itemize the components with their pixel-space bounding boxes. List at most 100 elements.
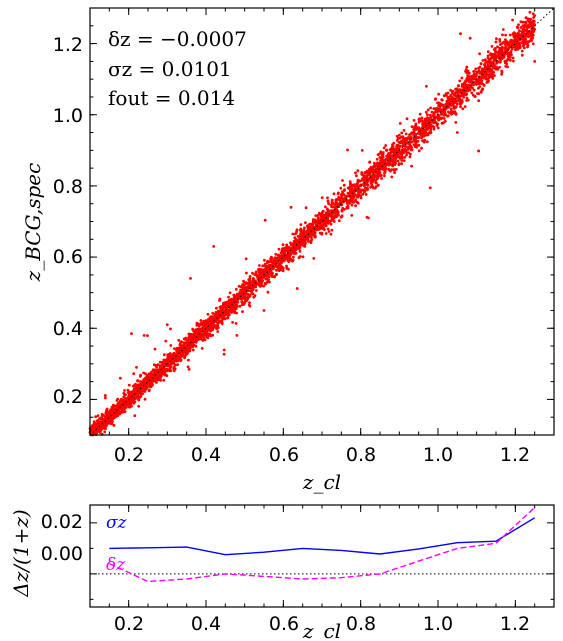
scatter-point	[137, 404, 141, 408]
scatter-point	[311, 219, 315, 223]
scatter-point	[150, 383, 154, 387]
residual-x-tick-labels: 0.2 0.4 0.6 0.8 1.0 1.2	[114, 613, 530, 635]
scatter-point	[228, 291, 232, 295]
scatter-point	[447, 97, 451, 101]
scatter-point	[388, 148, 392, 152]
scatter-point	[360, 171, 364, 174]
scatter-point	[351, 200, 355, 204]
scatter-point	[163, 370, 167, 374]
scatter-point	[158, 360, 162, 364]
scatter-point	[314, 214, 318, 218]
scatter-point	[242, 284, 246, 288]
scatter-point	[285, 243, 289, 247]
scatter-point	[340, 196, 343, 200]
scatter-point	[133, 387, 137, 391]
scatter-point	[351, 194, 355, 197]
scatter-point	[357, 191, 360, 195]
scatter-point	[205, 332, 208, 335]
scatter-point	[337, 213, 340, 217]
scatter-point	[127, 403, 131, 407]
scatter-point	[459, 32, 462, 36]
scatter-point	[350, 203, 354, 207]
scatter-point	[207, 317, 211, 321]
scatter-point	[397, 133, 401, 137]
scatter-y-tick-label: 0.4	[53, 318, 83, 340]
scatter-point	[345, 194, 349, 198]
scatter-point	[286, 250, 289, 253]
scatter-point	[324, 222, 327, 226]
scatter-point	[475, 83, 478, 86]
scatter-point	[238, 304, 242, 308]
scatter-point	[116, 397, 120, 401]
scatter-point	[452, 105, 456, 109]
scatter-point	[234, 303, 238, 307]
scatter-point	[426, 108, 430, 112]
scatter-point	[350, 197, 354, 201]
scatter-point	[231, 321, 235, 324]
scatter-point	[266, 274, 270, 278]
scatter-point	[403, 155, 407, 159]
scatter-point	[471, 93, 475, 97]
scatter-point	[229, 299, 233, 302]
scatter-point	[530, 34, 534, 37]
scatter-point	[411, 131, 415, 135]
scatter-point	[504, 45, 508, 49]
scatter-point	[261, 264, 265, 268]
scatter-point	[321, 210, 324, 214]
scatter-point	[339, 186, 343, 190]
scatter-point	[143, 379, 146, 382]
scatter-point	[478, 81, 482, 84]
scatter-point	[297, 247, 301, 251]
scatter-point	[189, 277, 192, 280]
scatter-point	[428, 119, 432, 122]
scatter-point	[361, 192, 365, 196]
scatter-point	[120, 403, 124, 407]
scatter-point	[418, 117, 421, 121]
scatter-point	[148, 388, 151, 392]
scatter-point	[409, 152, 412, 156]
scatter-point	[92, 422, 96, 425]
scatter-point	[130, 332, 133, 335]
scatter-point	[432, 107, 436, 110]
scatter-point	[488, 74, 492, 78]
scatter-point	[506, 65, 509, 69]
scatter-point	[358, 193, 361, 197]
scatter-point	[287, 267, 290, 271]
scatter-point	[421, 139, 424, 143]
scatter-point	[281, 260, 284, 263]
scatter-point	[253, 273, 257, 276]
scatter-point	[202, 336, 206, 339]
scatter-point	[322, 218, 326, 222]
scatter-y-tick-label: 0.6	[53, 246, 83, 268]
scatter-point	[479, 90, 483, 94]
scatter-point	[264, 282, 267, 286]
scatter-point	[425, 126, 429, 130]
scatter-point	[264, 266, 268, 269]
scatter-point	[304, 221, 307, 225]
scatter-point	[353, 187, 357, 191]
scatter-point	[232, 293, 236, 297]
scatter-point	[144, 372, 147, 376]
scatter-point	[374, 179, 378, 182]
scatter-point	[135, 366, 138, 369]
scatter-point	[213, 325, 217, 329]
scatter-point	[129, 397, 133, 401]
scatter-point	[230, 311, 233, 314]
scatter-point	[391, 155, 395, 159]
scatter-point	[392, 151, 396, 154]
scatter-point	[361, 173, 365, 177]
scatter-point	[516, 26, 520, 30]
scatter-point	[429, 115, 433, 119]
scatter-point	[420, 131, 424, 134]
scatter-panel: 0.2 0.4 0.6 0.8 1.0 1.2 0.2 0.4 0.6 0.8 …	[21, 7, 555, 494]
scatter-point	[406, 147, 410, 151]
scatter-point	[227, 295, 230, 299]
scatter-point	[142, 334, 146, 337]
scatter-point	[449, 107, 453, 111]
scatter-point	[227, 309, 230, 312]
scatter-point	[403, 141, 407, 144]
scatter-point	[468, 79, 472, 83]
scatter-point	[277, 247, 281, 251]
scatter-point	[100, 414, 104, 418]
scatter-point	[223, 312, 226, 315]
